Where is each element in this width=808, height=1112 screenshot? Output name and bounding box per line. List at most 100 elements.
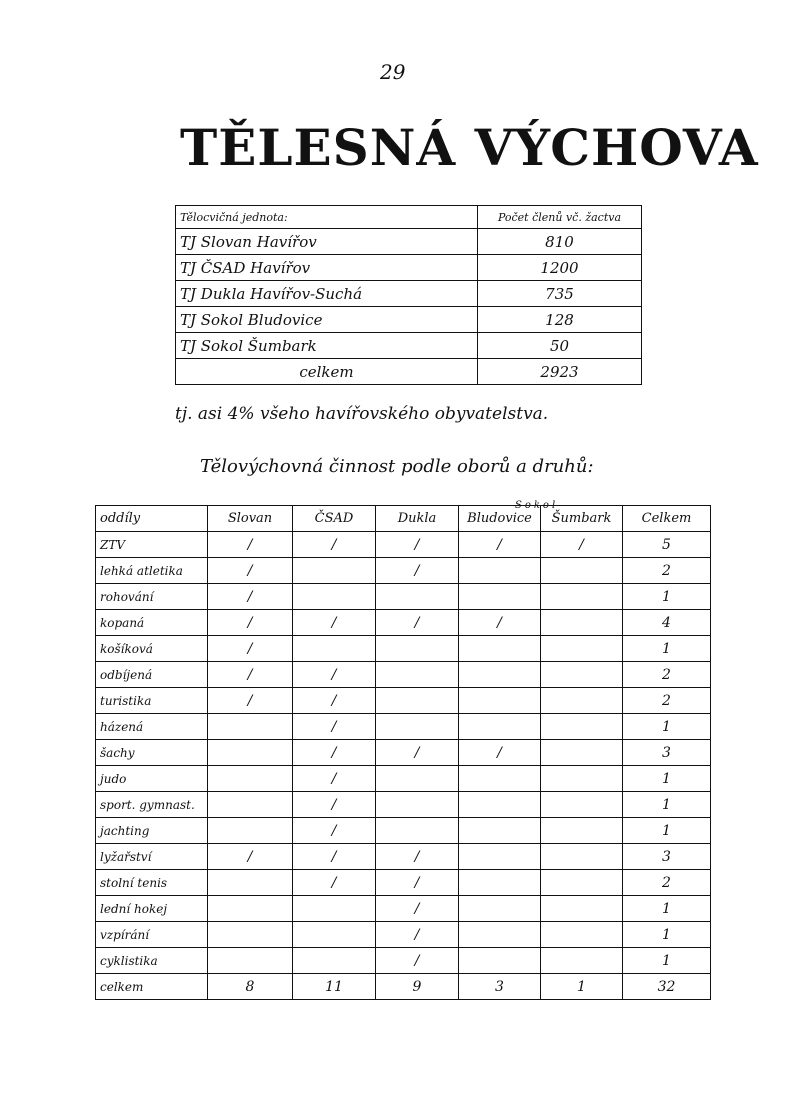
- table-cell: [458, 895, 541, 922]
- table-cell: [540, 687, 623, 714]
- table-cell: /: [207, 557, 293, 584]
- table-cell: 2: [622, 869, 711, 896]
- table-cell: [375, 791, 459, 818]
- table-cell: /: [375, 609, 459, 636]
- table-cell: /: [292, 843, 376, 870]
- table-row: košíková/ 1: [95, 635, 711, 662]
- table-cell: /: [375, 869, 459, 896]
- table-cell: [207, 739, 293, 766]
- table-cell: lehká atletika: [95, 557, 208, 584]
- table-cell: [458, 947, 541, 974]
- table-cell: [292, 947, 376, 974]
- table-cell: 8: [207, 973, 293, 1000]
- table-cell: [375, 661, 459, 688]
- table-cell: [540, 921, 623, 948]
- table-cell: /: [375, 947, 459, 974]
- table-cell: /: [292, 869, 376, 896]
- group-label: Sokol: [515, 500, 559, 511]
- table-cell: [292, 921, 376, 948]
- table-cell: sport. gymnast.: [95, 791, 208, 818]
- table-cell: [375, 635, 459, 662]
- table-cell: celkem: [95, 973, 208, 1000]
- table-cell: [292, 895, 376, 922]
- table-cell: 128: [477, 306, 642, 333]
- table-cell: lyžařství: [95, 843, 208, 870]
- table-row: lední hokej / 1: [95, 895, 711, 922]
- table-cell: rohování: [95, 583, 208, 610]
- table-cell: [207, 869, 293, 896]
- table-cell: 1200: [477, 254, 642, 281]
- table-cell: [540, 817, 623, 844]
- table-cell: [207, 791, 293, 818]
- table-row: TJ Dukla Havířov-Suchá 735: [175, 280, 642, 307]
- table-cell: 5: [622, 531, 711, 558]
- table-cell: cyklistika: [95, 947, 208, 974]
- title: TĚLESNÁ VÝCHOVA: [180, 118, 759, 177]
- table-cell: /: [207, 531, 293, 558]
- table-cell: 3: [622, 843, 711, 870]
- table-row: odbíjená //2: [95, 661, 711, 688]
- table-cell: /: [207, 687, 293, 714]
- table-cell: [458, 713, 541, 740]
- table-cell: /: [292, 739, 376, 766]
- table-cell: 1: [622, 895, 711, 922]
- table-cell: [540, 869, 623, 896]
- table-row: Tělocvičná jednota: Počet členů vč. žactv…: [175, 205, 642, 229]
- table-cell: [292, 583, 376, 610]
- table-cell: kopaná: [95, 609, 208, 636]
- table-cell: ZTV: [95, 531, 208, 558]
- table-cell: TJ Slovan Havířov: [175, 228, 478, 255]
- table-cell: 1: [622, 921, 711, 948]
- table-row: vzpírání / 1: [95, 921, 711, 948]
- table-cell: [540, 609, 623, 636]
- table-cell: /: [458, 739, 541, 766]
- table-cell: /: [292, 687, 376, 714]
- table-cell: /: [207, 661, 293, 688]
- table-row: ZTV / / / //5: [95, 531, 711, 558]
- table-cell: judo: [95, 765, 208, 792]
- table-cell: /: [292, 661, 376, 688]
- table-cell: 810: [477, 228, 642, 255]
- table-row: sport. gymnast. / 1: [95, 791, 711, 818]
- table-cell: [458, 635, 541, 662]
- table-cell: stolní tenis: [95, 869, 208, 896]
- table-cell: oddíly: [95, 505, 208, 532]
- table-cell: lední hokej: [95, 895, 208, 922]
- table-row: lyžařství / //3: [95, 843, 711, 870]
- table-cell: /: [207, 635, 293, 662]
- table-cell: /: [375, 531, 459, 558]
- table-cell: [540, 791, 623, 818]
- table-cell: [540, 713, 623, 740]
- table-cell: házená: [95, 713, 208, 740]
- page-number: 29: [380, 60, 406, 84]
- table-cell: [458, 791, 541, 818]
- table-cell: [207, 765, 293, 792]
- table-cell: [375, 583, 459, 610]
- table-cell: 1: [622, 713, 711, 740]
- table-row: TJ Slovan Havířov 810: [175, 228, 642, 255]
- table-cell: /: [292, 791, 376, 818]
- table-cell: /: [292, 609, 376, 636]
- table-cell: [540, 739, 623, 766]
- table-cell: TJ Dukla Havířov-Suchá: [175, 280, 478, 307]
- table-cell: /: [458, 531, 541, 558]
- table-cell: odbíjená: [95, 661, 208, 688]
- table-row: turistika //2: [95, 687, 711, 714]
- table-cell: /: [292, 817, 376, 844]
- table-cell: /: [375, 895, 459, 922]
- table-cell: /: [292, 531, 376, 558]
- table-cell: 1: [622, 817, 711, 844]
- table-row: celkem 2923: [175, 358, 642, 385]
- table-cell: [292, 635, 376, 662]
- table-cell: /: [207, 843, 293, 870]
- table-cell: [540, 895, 623, 922]
- table-row: celkem 8 11 9 3 1 32: [95, 973, 711, 1000]
- table-cell: 3: [458, 973, 541, 1000]
- table-cell: Slovan: [207, 505, 293, 532]
- table-cell: [540, 843, 623, 870]
- table-cell: [292, 557, 376, 584]
- table-row: oddíly Slovan ČSAD Dukla Bludovice Šumbark Cel…: [95, 505, 711, 532]
- table-cell: 2: [622, 661, 711, 688]
- table-row: kopaná / / //4: [95, 609, 711, 636]
- table-cell: [458, 921, 541, 948]
